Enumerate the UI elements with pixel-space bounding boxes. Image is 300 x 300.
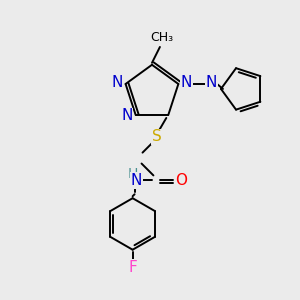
Text: H: H (128, 167, 138, 182)
Text: N: N (121, 109, 132, 124)
Text: N: N (206, 76, 217, 91)
Text: O: O (175, 173, 187, 188)
Text: N: N (131, 173, 142, 188)
Text: F: F (128, 260, 137, 275)
Text: N: N (181, 76, 192, 91)
Text: N: N (112, 76, 123, 91)
Text: S: S (152, 129, 161, 144)
Text: CH₃: CH₃ (150, 31, 173, 44)
